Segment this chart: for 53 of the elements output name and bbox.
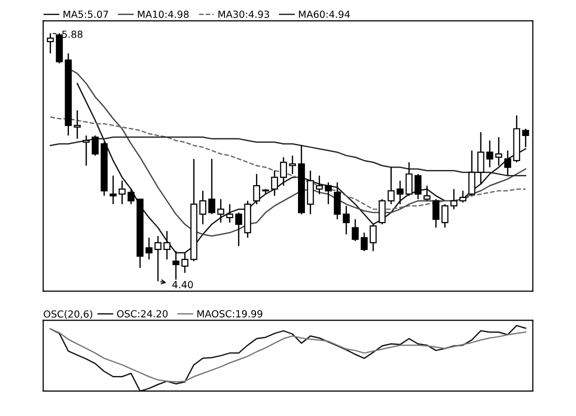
- annotation: 4.40: [172, 280, 193, 288]
- candlestick: [414, 173, 422, 200]
- candlestick: [388, 166, 395, 205]
- candlestick: [432, 198, 440, 228]
- candlestick: [280, 156, 287, 186]
- candlestick: [74, 110, 81, 140]
- annotation: 5.88: [62, 30, 82, 38]
- legend-label: MA10:4.98: [138, 10, 189, 18]
- candlestick: [468, 150, 476, 196]
- candlestick: [504, 150, 512, 176]
- candlestick: [334, 182, 341, 220]
- candlestick: [342, 205, 350, 235]
- candlestick: [146, 237, 152, 260]
- candlestick: [486, 140, 494, 168]
- candlestick: [289, 154, 296, 175]
- legend-label: MA60:4.94: [298, 10, 350, 18]
- candlestick: [450, 188, 458, 210]
- candlestick: [441, 204, 448, 228]
- candlestick: [477, 131, 484, 185]
- candlestick: [324, 182, 332, 205]
- candlestick: [370, 224, 377, 252]
- candlestick: [495, 136, 502, 166]
- legend-label: MA30:4.93: [218, 10, 270, 18]
- candlestick: [118, 180, 126, 205]
- candlestick: [110, 175, 117, 205]
- candlestick: [226, 204, 234, 224]
- candlestick: [181, 252, 188, 274]
- candlestick: [154, 235, 162, 282]
- candlestick: [253, 173, 260, 205]
- candlestick: [406, 162, 413, 196]
- candlestick: [271, 170, 278, 196]
- candlestick: [199, 190, 206, 225]
- candlestick: [396, 180, 404, 205]
- candlestick: [172, 250, 180, 280]
- candlestick: [360, 232, 368, 252]
- candlestick: [217, 198, 224, 224]
- legend-label: OSC:24.20: [117, 310, 168, 318]
- candlestick: [352, 218, 359, 242]
- candlestick: [92, 134, 99, 156]
- legend-label: MA5:5.07: [64, 10, 108, 18]
- candlestick: [235, 212, 242, 247]
- chart-title: OSC(20,6): [44, 310, 92, 319]
- candlestick: [128, 188, 135, 205]
- candlestick: [522, 128, 530, 148]
- candlestick: [163, 230, 170, 260]
- candlestick: [378, 198, 386, 225]
- candlestick: [208, 158, 216, 215]
- candlestick: [424, 185, 430, 202]
- candlestick: [306, 170, 314, 215]
- candlestick: [459, 190, 466, 204]
- legend-label: MAOSC:19.99: [197, 310, 262, 318]
- candlestick: [316, 175, 323, 195]
- candlestick: [82, 134, 90, 166]
